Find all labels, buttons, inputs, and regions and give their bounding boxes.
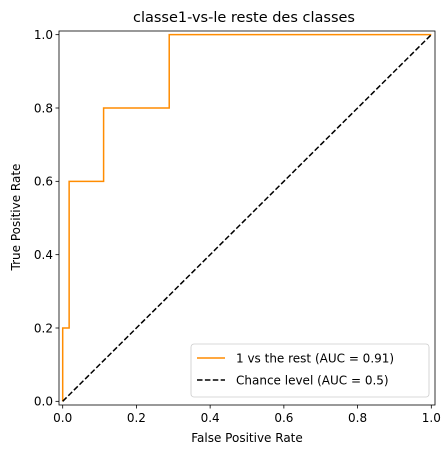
y-tick-label: 0.2 [34, 321, 53, 335]
legend-label-1: 1 vs the rest (AUC = 0.91) [236, 352, 394, 366]
y-tick-label: 0.8 [34, 101, 53, 115]
x-tick-label: 1.0 [422, 411, 441, 425]
x-axis-label: False Positive Rate [191, 431, 303, 445]
x-tick-label: 0.0 [53, 411, 72, 425]
axes-frame [58, 30, 436, 406]
y-tick-label: 0.4 [34, 248, 53, 262]
y-axis-label: True Positive Rate [9, 164, 23, 272]
x-tick-label: 0.2 [127, 411, 146, 425]
x-tick-label: 0.6 [274, 411, 293, 425]
legend-label-2: Chance level (AUC = 0.5) [236, 374, 389, 388]
legend-box [190, 343, 430, 398]
y-tick-label: 1.0 [34, 28, 53, 42]
y-tick-label: 0.6 [34, 175, 53, 189]
plot-area: 0.0 0.2 0.4 0.6 0.8 1.0 0.0 0.2 0.4 0.6 0.8 1.0 [34, 28, 441, 425]
x-tick-label: 0.8 [348, 411, 367, 425]
x-tick-label: 0.4 [201, 411, 220, 425]
y-tick-label: 0.0 [34, 395, 53, 409]
legend: 1 vs the rest (AUC = 0.91) Chance level (… [190, 343, 430, 398]
roc-curve-line [61, 33, 432, 402]
chart-title: classe1-vs-le reste des classes [133, 10, 355, 26]
